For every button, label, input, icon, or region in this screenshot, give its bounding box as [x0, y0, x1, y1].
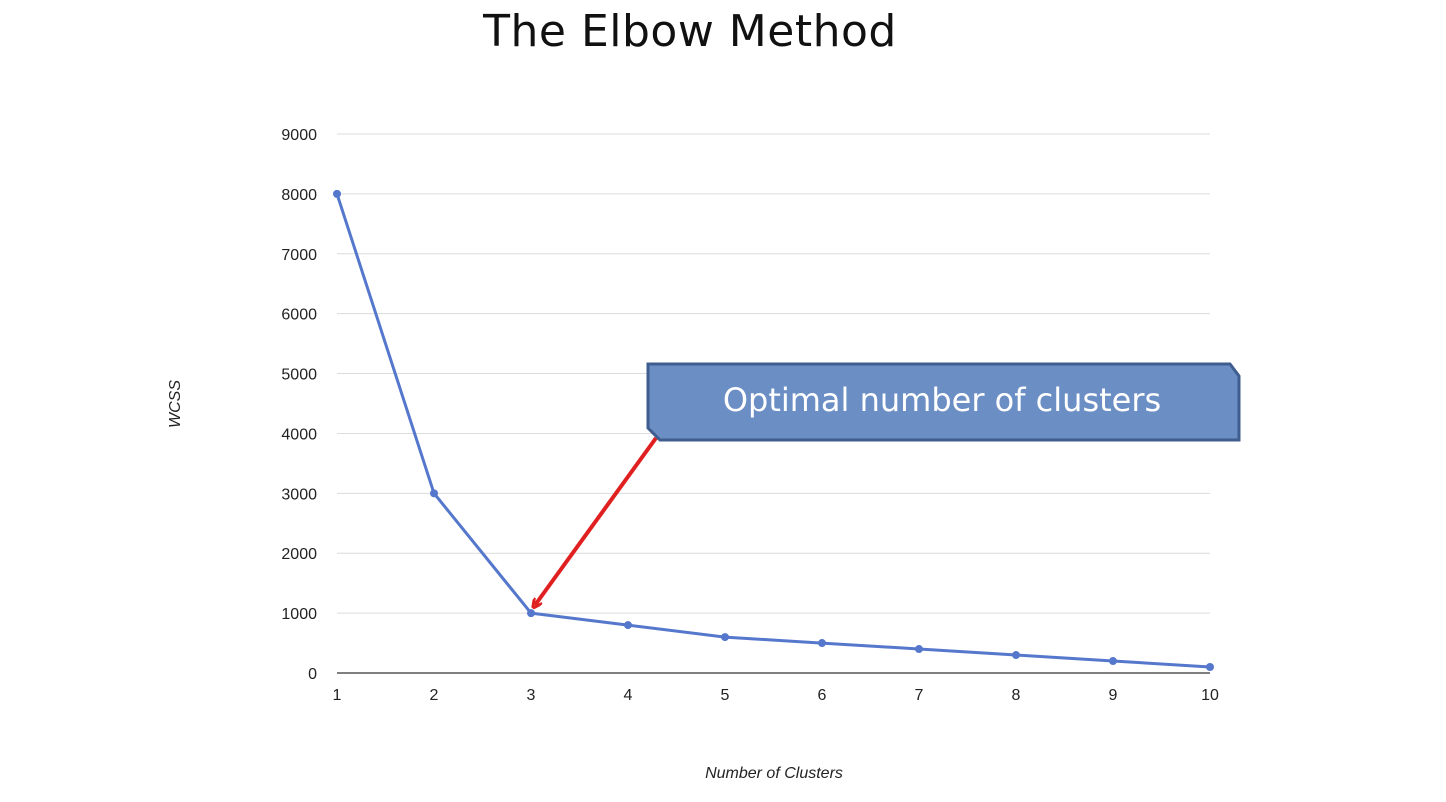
- series-line-group: [335, 193, 1211, 669]
- data-point-3: [527, 609, 535, 618]
- x-tick-label-4: 4: [624, 687, 633, 704]
- x-tick-label-6: 6: [818, 687, 827, 704]
- y-tick-label-1000: 1000: [281, 606, 317, 623]
- data-point-1: [333, 189, 341, 198]
- data-point-5: [721, 633, 729, 642]
- data-point-6: [818, 639, 826, 648]
- x-tick-label-8: 8: [1012, 687, 1021, 704]
- data-point-9: [1109, 657, 1117, 666]
- annotation-box: [646, 362, 1241, 442]
- y-tick-label-7000: 7000: [281, 247, 317, 264]
- x-axis-title: Number of Clusters: [705, 765, 843, 782]
- annotation-text: Optimal number of clusters: [723, 381, 1161, 419]
- data-points: [333, 189, 1214, 672]
- x-tick-label-5: 5: [721, 687, 730, 704]
- data-point-10: [1206, 663, 1214, 672]
- x-axis-ticks: 1 2 3 4 5 6 7 8 9 10: [333, 687, 1219, 704]
- data-point-2: [430, 489, 438, 498]
- x-tick-label-2: 2: [430, 687, 439, 704]
- x-tick-label-10: 10: [1201, 687, 1219, 704]
- annotation-arrow: [535, 436, 658, 605]
- y-tick-label-6000: 6000: [281, 307, 317, 324]
- data-point-4: [624, 621, 632, 630]
- series-line: [335, 193, 1211, 669]
- y-tick-label-9000: 9000: [281, 127, 317, 144]
- x-tick-label-7: 7: [915, 687, 924, 704]
- annotation-callout: Optimal number of clusters: [535, 362, 1241, 605]
- y-axis-title: WCSS: [167, 380, 184, 428]
- y-tick-label-3000: 3000: [281, 486, 317, 503]
- data-point-8: [1012, 651, 1020, 660]
- y-axis-ticks: 0 1000 2000 3000 4000 5000 6000 7000 8000 9000: [281, 127, 317, 683]
- data-point-7: [915, 645, 923, 654]
- x-tick-label-9: 9: [1109, 687, 1118, 704]
- y-tick-label-5000: 5000: [281, 367, 317, 384]
- y-tick-label-4000: 4000: [281, 426, 317, 443]
- y-tick-label-8000: 8000: [281, 187, 317, 204]
- x-tick-label-3: 3: [527, 687, 536, 704]
- page-title: The Elbow Method: [483, 6, 897, 57]
- x-tick-label-1: 1: [333, 687, 342, 704]
- y-tick-label-2000: 2000: [281, 546, 317, 563]
- y-tick-label-0: 0: [308, 666, 317, 683]
